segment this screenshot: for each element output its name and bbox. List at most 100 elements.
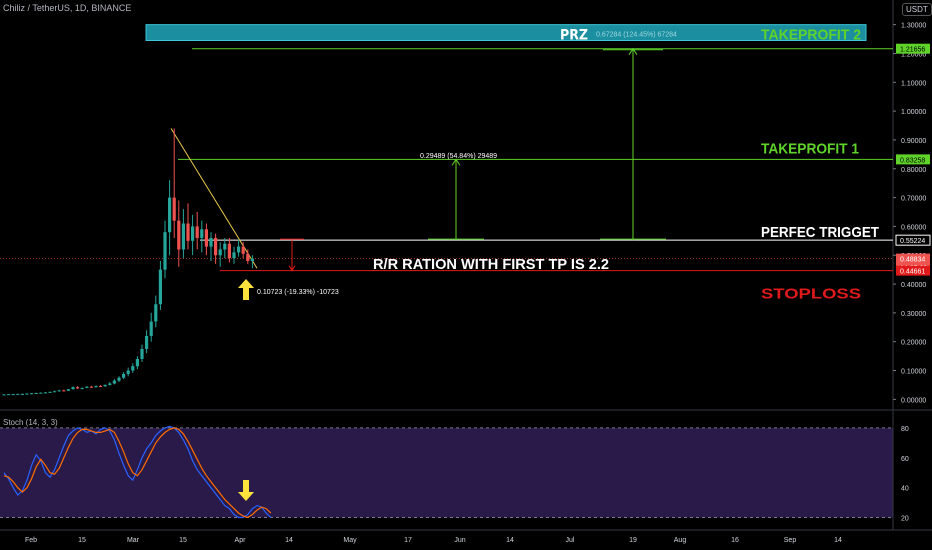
price-tag[interactable] <box>896 43 930 54</box>
price-tag-label: 0.83258 <box>900 157 925 164</box>
candle[interactable] <box>117 377 121 381</box>
price-axis-label: 0.70000 <box>901 196 926 203</box>
descending-trendline[interactable] <box>170 128 258 269</box>
candle[interactable] <box>2 394 6 396</box>
price-axis-label: 0.90000 <box>901 138 926 145</box>
candle[interactable] <box>163 232 167 270</box>
price-axis-label: 1.20000 <box>901 51 926 58</box>
time-axis-label: 17 <box>404 537 412 544</box>
candle[interactable] <box>126 370 130 374</box>
currency-badge[interactable]: USDT <box>902 3 932 16</box>
time-axis-label: May <box>343 537 357 544</box>
candle[interactable] <box>200 229 204 238</box>
rr-ratio-label: R/R RATION WITH FIRST TP IS 2.2 <box>373 256 609 273</box>
candle[interactable] <box>103 384 107 387</box>
candle[interactable] <box>227 243 231 259</box>
prz-measure-label: 0.67284 (124.45%) 67284 <box>596 32 677 39</box>
candle[interactable] <box>218 249 222 256</box>
price-axis-label: 0.40000 <box>901 282 926 289</box>
candle[interactable] <box>62 390 66 392</box>
price-tag[interactable] <box>896 265 930 276</box>
candle[interactable] <box>76 387 80 389</box>
candle[interactable] <box>250 258 254 261</box>
stoch-axis-label: 80 <box>901 426 909 433</box>
stoch-indicator-title[interactable]: Stoch (14, 3, 3) <box>3 418 58 427</box>
candle[interactable] <box>204 229 208 247</box>
candle[interactable] <box>181 223 185 250</box>
candle[interactable] <box>99 386 103 388</box>
candle[interactable] <box>57 390 61 392</box>
candle[interactable] <box>186 223 190 241</box>
candle[interactable] <box>25 393 29 395</box>
candle[interactable] <box>112 380 116 384</box>
candle[interactable] <box>66 389 70 391</box>
price-axis-label: 0.10000 <box>901 369 926 376</box>
candle[interactable] <box>140 348 144 359</box>
candle[interactable] <box>20 393 24 395</box>
candle[interactable] <box>172 197 176 221</box>
candle[interactable] <box>94 386 98 388</box>
time-axis-label: Feb <box>25 537 37 544</box>
tp1-measure-arrowhead <box>451 158 461 166</box>
takeprofit-1-label: TAKEPROFIT 1 <box>761 140 859 157</box>
time-axis-label: 15 <box>78 537 86 544</box>
candle[interactable] <box>158 269 162 305</box>
candle[interactable] <box>11 394 15 396</box>
candle[interactable] <box>145 335 149 349</box>
candle[interactable] <box>149 321 153 336</box>
candle[interactable] <box>34 393 38 395</box>
candle[interactable] <box>237 246 241 253</box>
candle[interactable] <box>177 220 181 250</box>
candle[interactable] <box>80 387 84 389</box>
price-tag[interactable] <box>895 234 931 246</box>
candle[interactable] <box>85 386 89 388</box>
price-tag[interactable] <box>896 253 930 264</box>
price-axis-label: 1.10000 <box>901 80 926 87</box>
stoploss-label: STOPLOSS <box>761 286 861 303</box>
price-axis-label: 0.20000 <box>901 340 926 347</box>
candle[interactable] <box>214 237 218 256</box>
tp2-measure-arrowhead <box>628 47 638 55</box>
candle[interactable] <box>7 394 11 396</box>
prz-zone[interactable] <box>145 24 867 41</box>
stoch-d-line[interactable] <box>3 427 272 519</box>
candle[interactable] <box>48 391 52 393</box>
buy-arrow-icon <box>238 279 254 300</box>
candle[interactable] <box>43 392 47 394</box>
candle[interactable] <box>209 237 213 247</box>
candle[interactable] <box>168 197 172 233</box>
candle[interactable] <box>53 391 57 393</box>
candle[interactable] <box>108 383 112 385</box>
price-axis-label: 0.00000 <box>901 397 926 404</box>
candle[interactable] <box>223 243 227 250</box>
time-axis-label: 14 <box>285 537 293 544</box>
price-tag-label: 0.44661 <box>900 269 925 276</box>
stoch-arrow-icon <box>238 480 254 501</box>
candle[interactable] <box>39 392 43 394</box>
candle[interactable] <box>30 393 34 395</box>
candle[interactable] <box>241 246 245 254</box>
candle[interactable] <box>89 386 93 388</box>
time-axis-label: Sep <box>784 537 797 544</box>
price-tag-label: 1.21656 <box>900 47 925 54</box>
stoch-k-line[interactable] <box>3 425 272 519</box>
candle[interactable] <box>135 359 139 367</box>
candle[interactable] <box>131 366 135 371</box>
candle[interactable] <box>16 393 20 395</box>
price-axis-label: 0.30000 <box>901 311 926 318</box>
candle[interactable] <box>195 226 199 238</box>
time-axis-label: Aug <box>674 537 687 544</box>
candle[interactable] <box>246 253 250 261</box>
stoch-band <box>0 427 893 518</box>
price-axis-label: 1.30000 <box>901 23 926 30</box>
price-tag[interactable] <box>896 154 930 165</box>
chart-title: Chiliz / TetherUS, 1D, BINANCE <box>3 3 132 13</box>
candle[interactable] <box>191 226 195 241</box>
candle[interactable] <box>122 373 126 378</box>
candle[interactable] <box>232 252 236 259</box>
candle[interactable] <box>154 304 158 322</box>
stop-measure-label: 0.10723 (-19.33%) -10723 <box>257 289 339 296</box>
candle[interactable] <box>71 387 75 390</box>
price-tag-label: 0.55224 <box>900 238 925 245</box>
